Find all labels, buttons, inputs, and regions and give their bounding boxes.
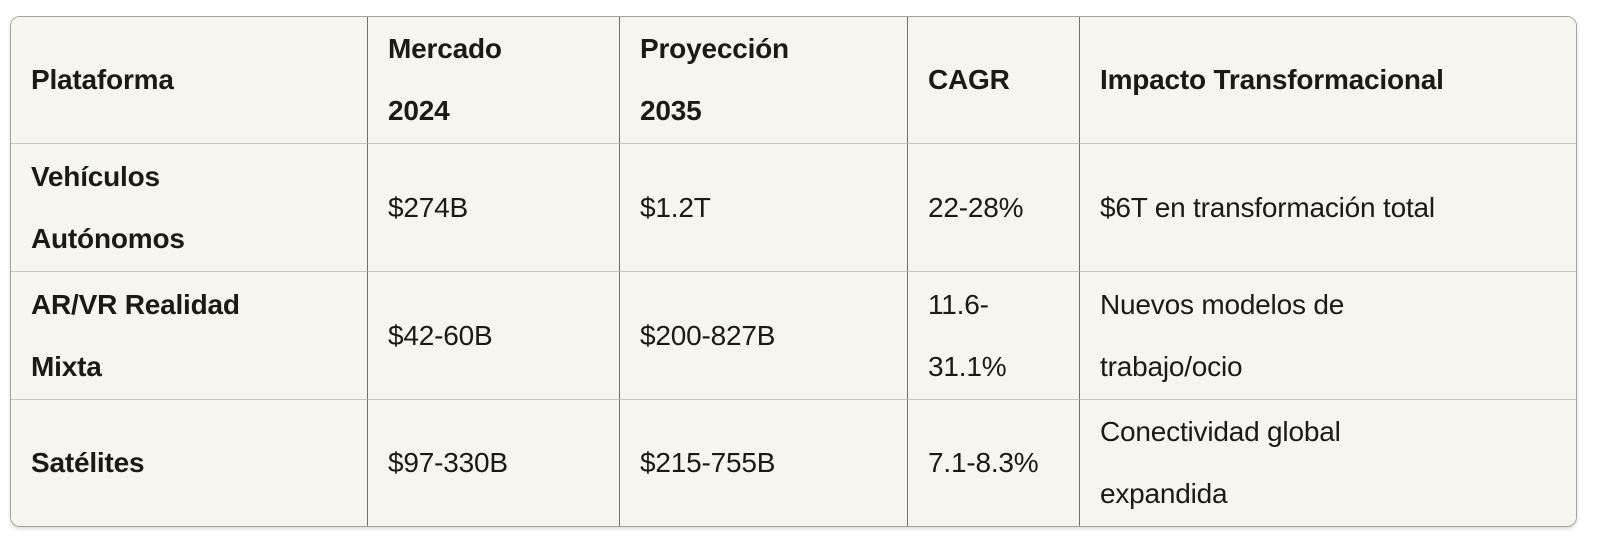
cell-row3-proyeccion: $215-755B	[620, 400, 908, 526]
cell-row1-mercado: $274B	[368, 144, 620, 272]
cell-row2-impacto: Nuevos modelos de trabajo/ocio	[1080, 272, 1576, 400]
cell-row1-plataforma: Vehículos Autónomos	[11, 144, 368, 272]
cell-row2-mercado: $42-60B	[368, 272, 620, 400]
cell-row1-impacto: $6T en transformación total	[1080, 144, 1576, 272]
cell-row2-proyeccion: $200-827B	[620, 272, 908, 400]
header-plataforma: Plataforma	[11, 17, 368, 144]
cell-row2-cagr: 11.6- 31.1%	[908, 272, 1080, 400]
cell-row1-cagr: 22-28%	[908, 144, 1080, 272]
cell-row3-mercado: $97-330B	[368, 400, 620, 526]
header-proyeccion-2035: Proyección 2035	[620, 17, 908, 144]
market-projection-table: Plataforma Mercado 2024 Proyección 2035 …	[10, 16, 1577, 527]
header-cagr: CAGR	[908, 17, 1080, 144]
cell-row3-impacto: Conectividad global expandida	[1080, 400, 1576, 526]
header-impacto-transformacional: Impacto Transformacional	[1080, 17, 1576, 144]
cell-row3-cagr: 7.1-8.3%	[908, 400, 1080, 526]
cell-row1-proyeccion: $1.2T	[620, 144, 908, 272]
cell-row3-plataforma: Satélites	[11, 400, 368, 526]
cell-row2-plataforma: AR/VR Realidad Mixta	[11, 272, 368, 400]
header-mercado-2024: Mercado 2024	[368, 17, 620, 144]
